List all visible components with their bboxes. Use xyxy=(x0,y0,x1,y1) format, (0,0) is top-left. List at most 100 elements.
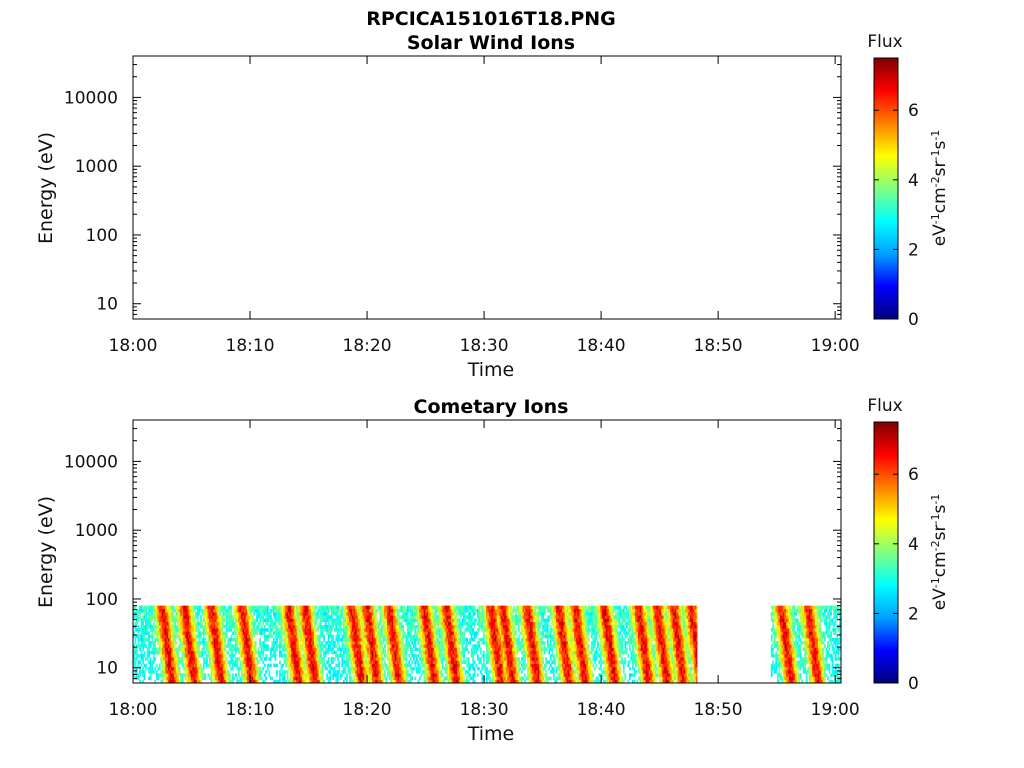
heatmap-cell xyxy=(466,637,468,642)
heatmap-cell xyxy=(432,605,435,610)
heatmap-cell xyxy=(446,615,449,619)
heatmap-cell xyxy=(417,670,420,674)
heatmap-cell xyxy=(365,644,368,648)
heatmap-cell xyxy=(283,631,286,635)
heatmap-cell xyxy=(184,647,187,652)
heatmap-cell xyxy=(256,608,259,613)
heatmap-cell xyxy=(492,679,494,684)
heatmap-cell xyxy=(447,618,450,623)
heatmap-cell xyxy=(274,679,277,684)
heatmap-cell xyxy=(388,647,391,652)
heatmap-cell xyxy=(199,608,202,613)
heatmap-cell xyxy=(382,628,385,632)
heatmap-cell xyxy=(473,670,476,674)
heatmap-cell xyxy=(262,628,265,632)
heatmap-cell xyxy=(415,618,418,623)
heatmap-cell xyxy=(361,634,364,639)
heatmap-cell xyxy=(213,618,216,623)
heatmap-cell xyxy=(231,673,234,677)
heatmap-cell xyxy=(241,666,243,671)
heatmap-cell xyxy=(488,641,491,645)
heatmap-cell xyxy=(425,624,427,629)
heatmap-cell xyxy=(405,663,408,668)
heatmap-cell xyxy=(247,637,249,642)
heatmap-cell xyxy=(382,637,385,642)
heatmap-cell xyxy=(181,673,184,677)
heatmap-cell xyxy=(202,605,205,610)
heatmap-cell xyxy=(285,644,287,648)
heatmap-cell xyxy=(327,631,330,635)
heatmap-cell xyxy=(349,653,351,658)
heatmap-cell xyxy=(245,641,248,645)
heatmap-cell xyxy=(236,663,239,668)
heatmap-cell xyxy=(136,628,138,632)
heatmap-cell xyxy=(350,637,353,642)
heatmap-cell xyxy=(271,628,274,632)
heatmap-cell xyxy=(213,657,216,661)
heatmap-cell xyxy=(478,660,481,664)
heatmap-cell xyxy=(175,670,178,674)
heatmap-cell xyxy=(245,673,248,677)
heatmap-cell xyxy=(362,673,365,677)
heatmap-cell xyxy=(204,608,207,613)
heatmap-cell xyxy=(297,631,300,635)
heatmap-cell xyxy=(218,628,221,632)
heatmap-cell xyxy=(342,637,345,642)
heatmap-cell xyxy=(438,676,441,681)
heatmap-cell xyxy=(492,621,494,626)
heatmap-cell xyxy=(206,663,208,668)
heatmap-cell xyxy=(224,641,227,645)
heatmap-cell xyxy=(175,673,178,677)
heatmap-cell xyxy=(186,650,189,655)
heatmap-cell xyxy=(298,673,301,677)
heatmap-cell xyxy=(250,605,252,610)
heatmap-cell xyxy=(199,641,202,645)
heatmap-cell xyxy=(435,679,438,684)
heatmap-cell xyxy=(429,618,432,623)
heatmap-cell xyxy=(414,624,417,629)
heatmap-cell xyxy=(470,653,473,658)
heatmap-cell xyxy=(376,637,379,642)
heatmap-cell xyxy=(216,679,219,684)
heatmap-cell xyxy=(239,641,242,645)
heatmap-cell xyxy=(397,647,400,652)
heatmap-cell xyxy=(435,615,438,619)
heatmap-cell xyxy=(193,641,196,645)
heatmap-cell xyxy=(379,612,382,616)
heatmap-cell xyxy=(394,631,397,635)
heatmap-cell xyxy=(136,653,138,658)
heatmap-cell xyxy=(485,637,488,642)
heatmap-cell xyxy=(251,676,254,681)
heatmap-cell xyxy=(304,631,307,635)
heatmap-cell xyxy=(481,663,484,668)
heatmap-cell xyxy=(385,634,388,639)
heatmap-cell xyxy=(178,615,181,619)
heatmap-cell xyxy=(298,615,301,619)
heatmap-cell xyxy=(312,641,315,645)
heatmap-cell xyxy=(139,670,141,674)
heatmap-cell xyxy=(206,608,208,613)
heatmap-cell xyxy=(192,663,195,668)
heatmap-cell xyxy=(247,644,249,648)
heatmap-cell xyxy=(408,660,411,664)
heatmap-cell xyxy=(140,628,143,632)
heatmap-cell xyxy=(349,624,351,629)
heatmap-cell xyxy=(364,673,367,677)
heatmap-cell xyxy=(361,666,364,671)
heatmap-cell xyxy=(443,634,446,639)
heatmap-cell xyxy=(294,605,297,610)
heatmap-cell xyxy=(379,666,382,671)
heatmap-cell xyxy=(362,653,365,658)
heatmap-cell xyxy=(279,676,281,681)
heatmap-cell xyxy=(164,666,167,671)
heatmap-cell xyxy=(420,641,423,645)
heatmap-cell xyxy=(321,641,324,645)
heatmap-cell xyxy=(213,673,216,677)
heatmap-cell xyxy=(397,657,400,661)
heatmap-cell xyxy=(374,624,377,629)
heatmap-cell xyxy=(218,634,221,639)
heatmap-cell xyxy=(385,663,388,668)
heatmap-cell xyxy=(454,647,456,652)
heatmap-cell xyxy=(189,657,192,661)
